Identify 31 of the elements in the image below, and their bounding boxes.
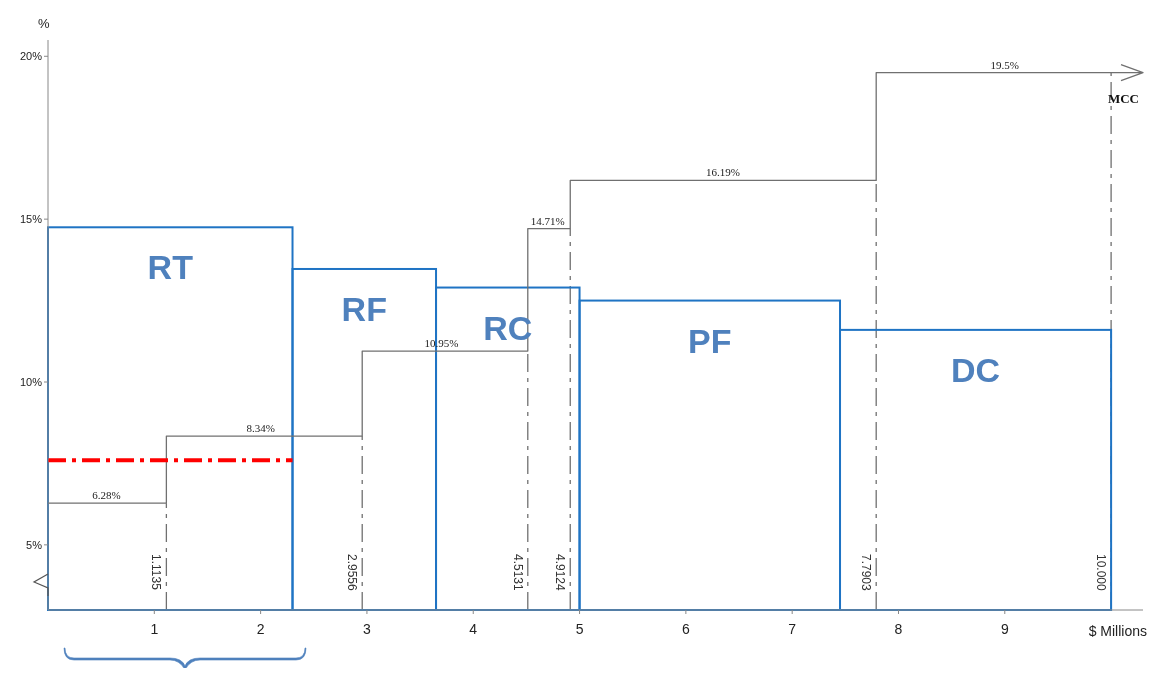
annotation: PF <box>688 321 732 360</box>
x-tick-label: 7 <box>788 621 797 637</box>
x-tick-label: 2 <box>256 621 265 637</box>
annotation: 19.5% <box>990 58 1020 71</box>
annotation: 16.19% <box>706 166 741 179</box>
x-axis-title: $ Millions <box>1088 623 1147 639</box>
annotation: RT <box>147 248 194 287</box>
y-axis-title: % <box>38 16 50 31</box>
x-tick-label: 3 <box>363 621 372 637</box>
y-tick-label: 5% <box>26 538 43 551</box>
ref-line-label: 7.7903 <box>859 554 874 592</box>
annotation: RF <box>341 289 387 328</box>
ref-line-label: 4.5131 <box>510 554 525 592</box>
x-tick-label: 4 <box>469 621 478 637</box>
legend-label: MCC <box>1107 90 1139 106</box>
x-tick-label: 9 <box>1000 621 1009 637</box>
y-tick-label: 15% <box>19 213 43 226</box>
ref-line-label: 2.9556 <box>345 554 360 592</box>
annotation: 8.34% <box>246 422 275 435</box>
ref-line-label: 1.1135 <box>149 554 164 591</box>
x-tick-label: 1 <box>150 621 159 637</box>
x-tick-label: 5 <box>575 621 584 637</box>
x-tick-label: 8 <box>894 621 903 637</box>
ref-line-label: 4.9124 <box>553 554 568 592</box>
annotation: 14.71% <box>530 214 565 227</box>
ref-line-label: 10.000 <box>1094 554 1109 592</box>
y-tick-label: 20% <box>19 50 43 63</box>
annotation: DC <box>951 350 1001 389</box>
annotation: 6.28% <box>92 489 121 502</box>
x-tick-label: 6 <box>681 621 690 637</box>
y-tick-label: 10% <box>19 376 43 388</box>
